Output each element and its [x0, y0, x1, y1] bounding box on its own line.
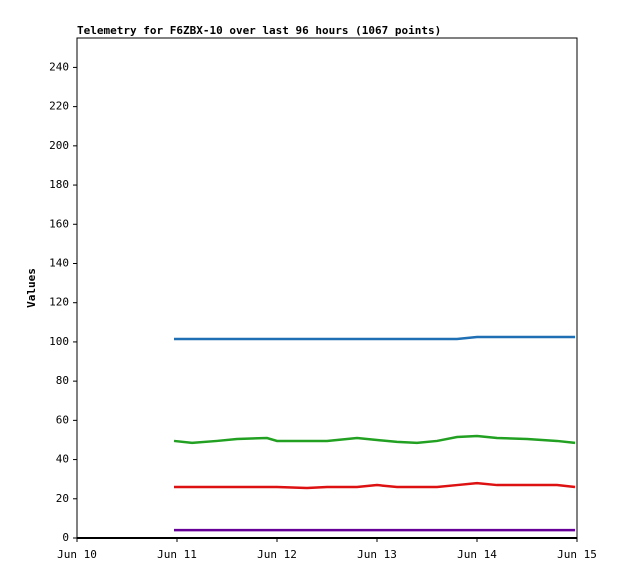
x-tick-label: Jun 12	[257, 548, 297, 561]
y-tick-label: 20	[56, 492, 69, 505]
y-tick-label: 40	[56, 453, 69, 466]
x-tick-label: Jun 14	[457, 548, 497, 561]
x-tick-label: Jun 11	[157, 548, 197, 561]
series-line	[173, 434, 576, 445]
series-line	[174, 481, 576, 490]
y-tick-label: 240	[49, 60, 69, 73]
x-tick-label: Jun 15	[557, 548, 597, 561]
y-tick-label: 100	[49, 335, 69, 348]
x-tick-label: Jun 13	[357, 548, 397, 561]
y-tick-label: 180	[49, 178, 69, 191]
y-axis-label: Values	[25, 268, 38, 308]
y-tick-label: 140	[49, 256, 69, 269]
y-tick-label: 80	[56, 374, 69, 387]
y-tick-label: 220	[49, 100, 69, 113]
plot-frame	[76, 37, 578, 539]
y-tick-label: 200	[49, 139, 69, 152]
x-tick-label: Jun 10	[57, 548, 97, 561]
y-tick-label: 160	[49, 217, 69, 230]
series-line	[174, 335, 575, 341]
y-tick-label: 60	[56, 413, 69, 426]
y-tick-label: 0	[62, 531, 69, 544]
chart-title: Telemetry for F6ZBX-10 over last 96 hour…	[77, 24, 441, 37]
y-tick-label: 120	[49, 296, 69, 309]
